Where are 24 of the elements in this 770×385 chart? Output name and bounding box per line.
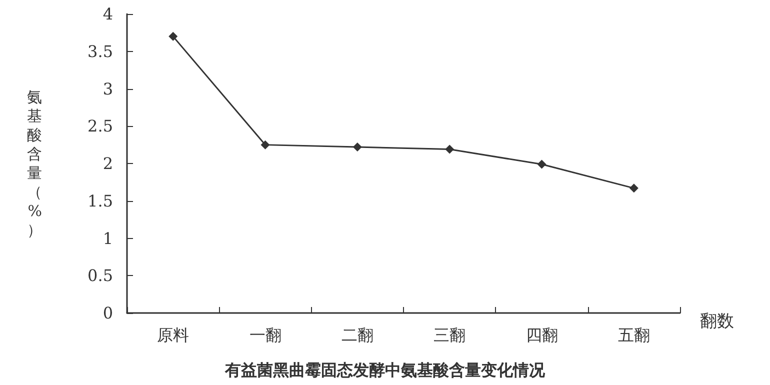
point <box>260 140 270 150</box>
x-tick-label: 五翻 <box>618 326 650 344</box>
y-tick-label: 2.5 <box>88 116 113 136</box>
y-tick-label: 1 <box>102 228 113 248</box>
x-axis-title: 翻数 <box>700 312 734 332</box>
x-tick-label: 三翻 <box>434 326 466 344</box>
y-tick-label: 3 <box>102 79 113 98</box>
x-tick-label: 原料 <box>157 326 190 344</box>
y-tick-label: 1.5 <box>88 191 113 210</box>
x-tick-label: 一翻 <box>249 326 282 344</box>
point <box>168 32 178 41</box>
x-tick-label: 四翻 <box>526 326 558 344</box>
y-tick-label: 4 <box>102 4 113 24</box>
y-tick-label: 0 <box>102 304 113 322</box>
point <box>629 184 638 193</box>
text: 有益菌黑曲霉固态发酵中氨基酸含量变化情况 <box>224 360 546 380</box>
y-tick-label: 0.5 <box>88 266 113 286</box>
y-tick-label: 3.5 <box>88 42 113 61</box>
x-tick-label: 二翻 <box>341 326 374 344</box>
point <box>352 142 362 152</box>
y-tick-label: 2 <box>102 154 113 173</box>
point <box>445 144 454 154</box>
point <box>537 160 546 169</box>
y-axis-title: 氨基酸含量（%） <box>27 88 42 239</box>
